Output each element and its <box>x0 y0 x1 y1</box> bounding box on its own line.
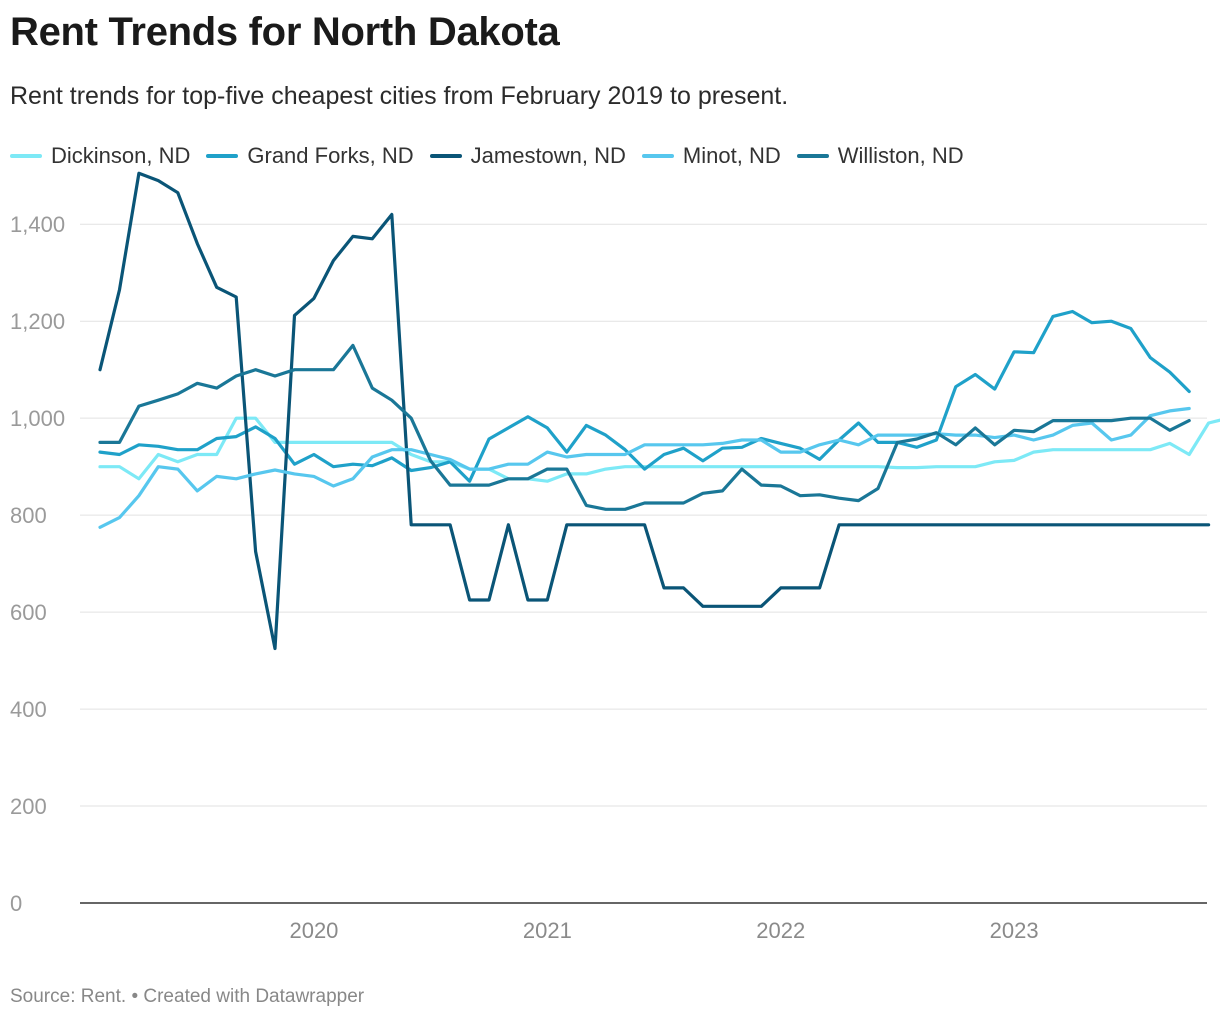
series-line-williston-nd <box>98 343 1191 511</box>
legend-swatch <box>429 154 462 158</box>
y-tick-label: 400 <box>10 697 47 722</box>
legend-item: Minot, ND <box>641 143 781 169</box>
legend-label: Williston, ND <box>837 143 964 168</box>
y-tick-label: 1,200 <box>10 309 65 334</box>
legend-label: Minot, ND <box>682 143 781 168</box>
x-tick-label: 2021 <box>523 918 572 943</box>
legend-label: Grand Forks, ND <box>247 143 414 168</box>
y-tick-label: 800 <box>10 503 47 528</box>
source-footer: Source: Rent. • Created with Datawrapper <box>10 986 365 1007</box>
legend-item: Dickinson, ND <box>10 143 190 169</box>
legend-label: Dickinson, ND <box>51 143 191 168</box>
legend-item: Grand Forks, ND <box>206 143 414 169</box>
legend-swatch <box>641 154 674 158</box>
series-line-grand-forks-nd <box>98 309 1191 483</box>
x-tick-label: 2022 <box>756 918 805 943</box>
x-tick-label: 2023 <box>990 918 1039 943</box>
chart-subtitle: Rent trends for top-five cheapest cities… <box>10 82 789 110</box>
series-line-jamestown-nd <box>98 171 1211 651</box>
legend-item: Williston, ND <box>796 143 964 169</box>
series-line-dickinson-nd <box>98 416 1220 483</box>
x-tick-label: 2020 <box>289 918 338 943</box>
legend-swatch <box>10 154 42 158</box>
legend-swatch <box>206 154 239 158</box>
y-tick-label: 200 <box>10 794 47 819</box>
legend-label: Jamestown, ND <box>470 143 626 168</box>
y-tick-label: 600 <box>10 600 47 625</box>
legend-swatch <box>796 154 829 158</box>
y-tick-label: 1,400 <box>10 212 65 237</box>
legend-item: Jamestown, ND <box>429 143 626 169</box>
y-tick-label: 0 <box>10 891 22 916</box>
y-tick-label: 1,000 <box>10 406 65 431</box>
legend: Dickinson, ND Grand Forks, ND Jamestown, N… <box>10 143 980 169</box>
chart-title: Rent Trends for North Dakota <box>10 10 560 54</box>
